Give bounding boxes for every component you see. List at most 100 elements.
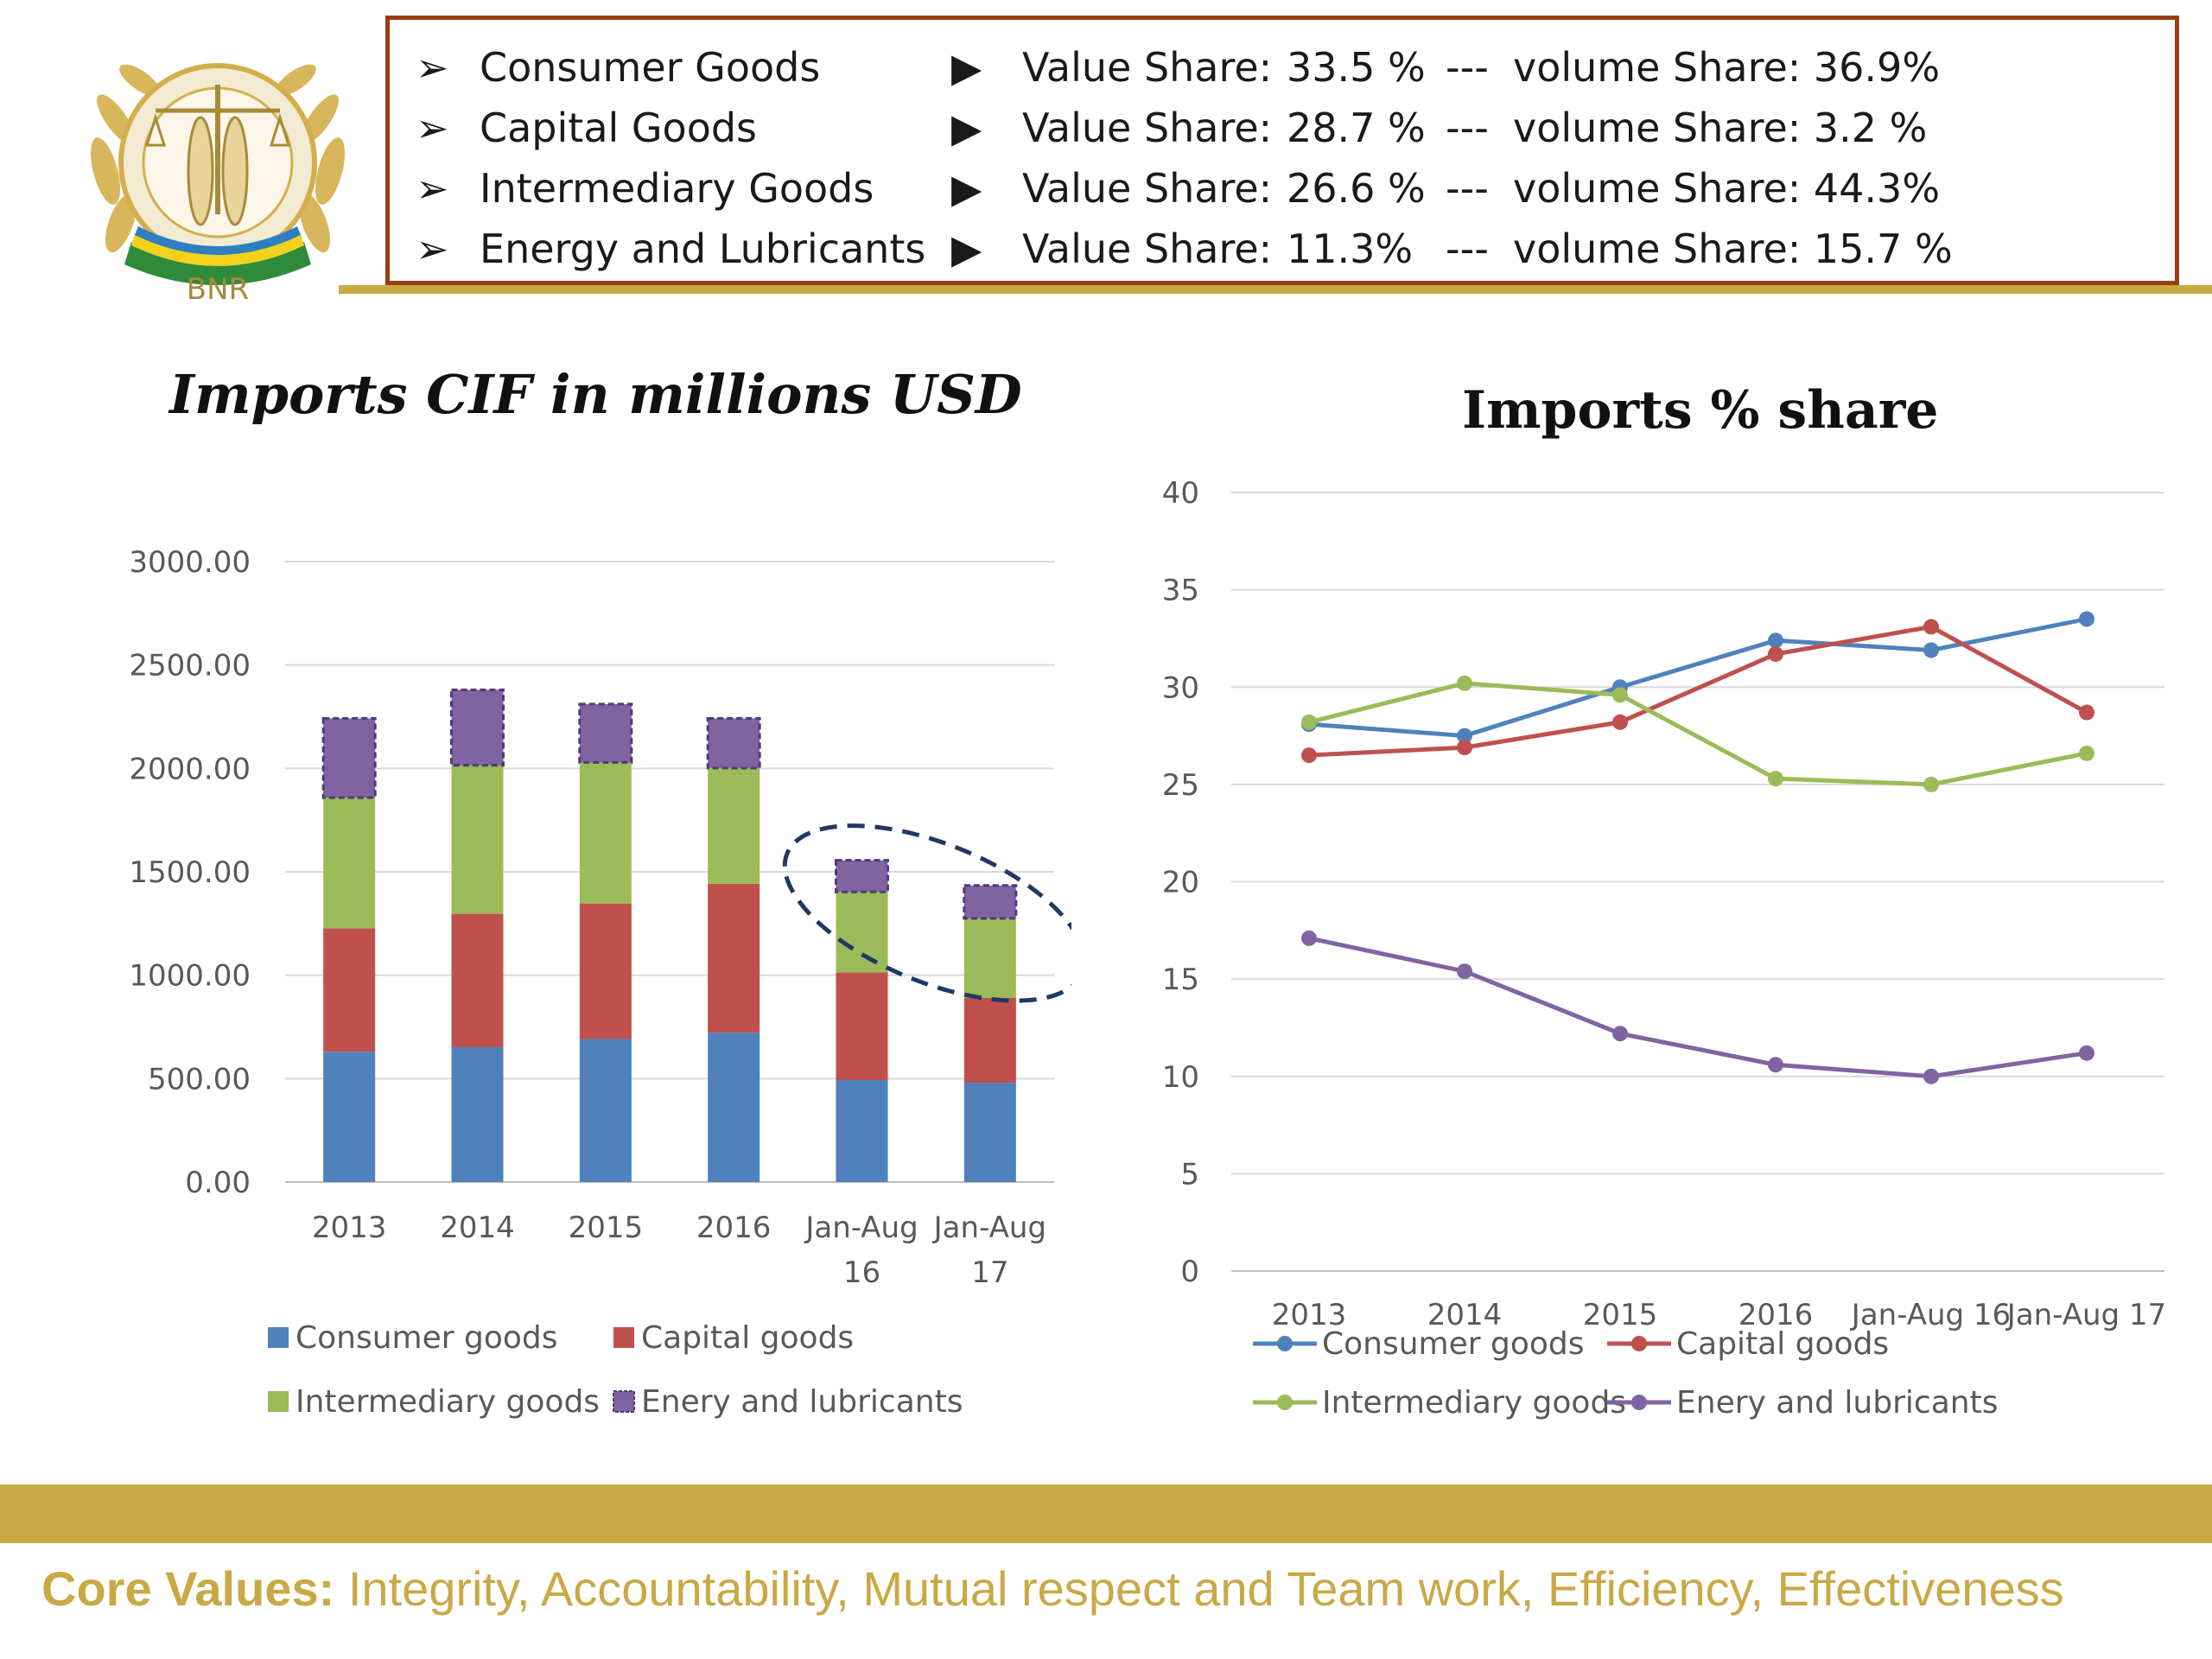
summary-category: Intermediary Goods <box>480 165 874 212</box>
bullet-arrow-icon: ➢ <box>416 44 449 91</box>
data-point <box>1612 687 1628 703</box>
x-tick-label: Jan-Aug 17 <box>2005 1298 2166 1332</box>
bar-segment <box>836 1080 888 1182</box>
data-point <box>1301 747 1317 764</box>
y-tick-label: 25 <box>1162 768 1199 803</box>
legend-swatch <box>613 1327 634 1348</box>
bar-segment <box>836 972 888 1081</box>
bar-segment <box>579 1039 632 1182</box>
summary-category: Consumer Goods <box>480 44 821 91</box>
legend-swatch <box>268 1327 289 1348</box>
data-point <box>1301 714 1317 730</box>
bar-segment <box>708 883 760 1033</box>
summary-row: ➢ Capital Goods ▶ Value Share: 28.7 % --- volu… <box>390 105 2175 160</box>
y-tick-label: 0 <box>1180 1255 1199 1289</box>
separator: --- <box>1446 226 1489 272</box>
summary-row: ➢ Intermediary Goods ▶ Value Share: 26.6 % --… <box>390 165 2175 220</box>
legend-label: Capital goods <box>641 1320 854 1356</box>
bullet-arrow-icon: ➢ <box>416 226 449 272</box>
data-point <box>1301 930 1317 946</box>
bar-segment <box>579 762 632 904</box>
y-tick-label: 15 <box>1162 963 1199 997</box>
bar-segment <box>321 716 377 799</box>
summary-category: Capital Goods <box>480 105 758 151</box>
x-tick-label: 16 <box>843 1255 880 1290</box>
y-tick-label: 35 <box>1162 574 1199 608</box>
data-point <box>2079 611 2094 627</box>
x-tick-label: Jan-Aug <box>932 1211 1046 1245</box>
value-share-value: 33.5 % <box>1287 44 1426 91</box>
y-tick-label: 10 <box>1162 1060 1199 1095</box>
bullet-arrow-icon: ➢ <box>416 105 449 151</box>
data-point <box>1457 675 1472 691</box>
data-point <box>2079 1045 2094 1061</box>
data-point <box>1923 642 1939 658</box>
triangle-pointer-icon: ▶ <box>951 44 982 91</box>
data-point <box>1923 776 1939 792</box>
legend-label: Consumer goods <box>296 1320 558 1356</box>
bar-segment <box>963 997 1016 1084</box>
bar-segment <box>451 765 504 914</box>
summary-category: Energy and Lubricants <box>480 226 926 272</box>
x-tick-label: Jan-Aug 16 <box>1850 1298 2011 1332</box>
highlight-ellipse <box>782 823 1071 1003</box>
bar-segment <box>323 1052 376 1182</box>
y-tick-label: 20 <box>1162 866 1199 900</box>
x-tick-label: 2016 <box>696 1211 772 1245</box>
x-tick-label: 2013 <box>312 1211 387 1245</box>
data-point <box>1457 728 1472 744</box>
x-tick-label: 2015 <box>569 1211 644 1245</box>
x-tick-label: 17 <box>971 1255 1008 1290</box>
bullet-arrow-icon: ➢ <box>416 165 449 212</box>
legend-marker <box>1277 1395 1293 1410</box>
x-tick-label: 2015 <box>1583 1298 1658 1332</box>
x-tick-label: Jan-Aug <box>804 1211 918 1245</box>
bar-segment <box>323 928 376 1052</box>
summary-box: ➢ Consumer Goods ▶ Value Share: 33.5 % --- vol… <box>385 16 2179 285</box>
value-share-label: Value Share: <box>1022 165 1273 212</box>
bar-segment <box>579 903 632 1039</box>
imports-bar-chart: 0.00 500.00 1000.00 1500.00 2000.00 2500.00 30… <box>129 545 1071 1420</box>
x-tick-label: 2016 <box>1738 1298 1814 1332</box>
legend-swatch <box>268 1391 289 1412</box>
triangle-pointer-icon: ▶ <box>951 226 982 272</box>
bar-chart-title: Imports CIF in millions USD <box>169 363 1022 426</box>
y-tick-label: 0.00 <box>185 1166 251 1200</box>
data-point <box>2079 704 2094 721</box>
legend-label: Consumer goods <box>1322 1326 1585 1362</box>
legend-marker <box>1631 1395 1647 1410</box>
data-point <box>1612 1026 1628 1042</box>
data-point <box>1457 740 1472 756</box>
y-tick-label: 500.00 <box>148 1062 251 1096</box>
volume-share: volume Share: 44.3% <box>1513 165 1941 212</box>
x-tick-label: 2014 <box>1427 1298 1503 1332</box>
summary-row: ➢ Energy and Lubricants ▶ Value Share: 11.3%… <box>390 226 2175 281</box>
data-point <box>1923 1068 1939 1084</box>
logo-text: BNR <box>187 272 249 307</box>
bar-segment <box>708 767 760 884</box>
bar-segment <box>706 716 761 770</box>
data-point <box>2079 745 2094 761</box>
data-point <box>1768 1057 1783 1073</box>
data-point <box>1768 645 1783 662</box>
triangle-pointer-icon: ▶ <box>951 165 982 212</box>
legend-label: Intermediary goods <box>1322 1385 1626 1421</box>
data-point <box>1923 619 1939 635</box>
core-values-text: Integrity, Accountability, Mutual respec… <box>347 1561 2064 1616</box>
separator: --- <box>1446 165 1489 212</box>
legend-marker <box>1277 1336 1293 1351</box>
bar-segment <box>835 859 889 893</box>
bar-segment <box>450 688 505 767</box>
gold-divider <box>339 285 2212 294</box>
bar-segment <box>578 702 633 764</box>
value-share-value: 26.6 % <box>1287 165 1426 212</box>
bar-segment <box>451 1046 504 1182</box>
triangle-pointer-icon: ▶ <box>951 105 982 151</box>
series-line <box>1308 936 2088 1079</box>
core-values: Core Values: Integrity, Accountability, … <box>41 1560 2064 1617</box>
core-values-label: Core Values: <box>41 1561 335 1616</box>
bar-segment <box>323 798 376 929</box>
y-tick-label: 5 <box>1180 1157 1199 1192</box>
legend-swatch <box>613 1390 635 1413</box>
separator: --- <box>1446 44 1489 91</box>
